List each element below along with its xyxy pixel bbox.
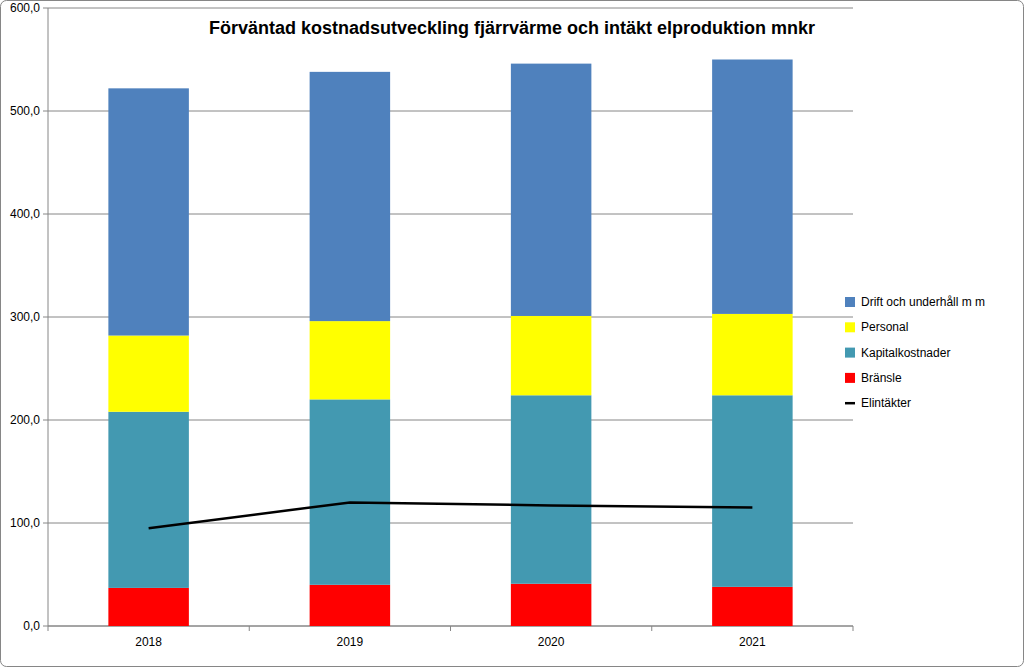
legend-swatch <box>845 322 855 332</box>
tick-mark <box>43 111 48 112</box>
x-tick-label: 2018 <box>135 635 162 649</box>
legend-label: Personal <box>861 320 908 334</box>
line <box>149 502 753 528</box>
legend-label: Drift och underhåll m m <box>861 295 985 309</box>
chart: 0,0 100,0 200,0 300,0 400,0 500,0 600,0 2018 201… <box>0 0 1024 667</box>
tick-label: 600,0 <box>10 1 40 15</box>
bar <box>511 584 592 626</box>
x-tick <box>853 626 854 631</box>
bar <box>310 72 391 321</box>
legend-label: Elintäkter <box>861 396 911 410</box>
bar <box>511 395 592 583</box>
bar <box>108 336 189 412</box>
legend-label: Bränsle <box>861 371 902 385</box>
tick-label: 0,0 <box>23 619 40 633</box>
y-axis <box>48 8 49 626</box>
tick-label: 200,0 <box>10 413 40 427</box>
tick-mark <box>43 420 48 421</box>
x-tick-label: 2021 <box>739 635 766 649</box>
title: Förväntad kostnadsutveckling fjärrvärme … <box>209 18 815 38</box>
bar <box>511 64 592 316</box>
chart-border <box>1 1 1024 667</box>
bar <box>108 412 189 588</box>
bar <box>712 587 793 626</box>
tick-mark <box>43 626 48 627</box>
bar <box>712 314 793 395</box>
legend-swatch <box>845 297 855 307</box>
bar <box>310 585 391 626</box>
x-tick <box>48 626 49 631</box>
x-tick <box>651 626 652 631</box>
x-tick-label: 2020 <box>538 635 565 649</box>
bar <box>712 395 793 587</box>
x-tick-label: 2019 <box>337 635 364 649</box>
bar <box>108 588 189 626</box>
bar <box>310 399 391 584</box>
legend-label: Kapitalkostnader <box>861 346 950 360</box>
x-tick <box>249 626 250 631</box>
tick-label: 100,0 <box>10 516 40 530</box>
tick-mark <box>43 214 48 215</box>
tick-mark <box>43 8 48 9</box>
bar <box>511 316 592 395</box>
x-tick <box>450 626 451 631</box>
bar <box>108 88 189 335</box>
grid-line <box>48 8 853 9</box>
bar <box>310 321 391 399</box>
bar <box>712 60 793 314</box>
tick-label: 400,0 <box>10 207 40 221</box>
legend-swatch <box>845 402 855 405</box>
legend-swatch <box>845 348 855 358</box>
plot-marks <box>108 60 792 627</box>
tick-mark <box>43 523 48 524</box>
chart-root: 0,0 100,0 200,0 300,0 400,0 500,0 600,0 2018 201… <box>0 0 1024 667</box>
tick-mark <box>43 317 48 318</box>
tick-label: 500,0 <box>10 104 40 118</box>
legend-swatch <box>845 373 855 383</box>
tick-label: 300,0 <box>10 310 40 324</box>
